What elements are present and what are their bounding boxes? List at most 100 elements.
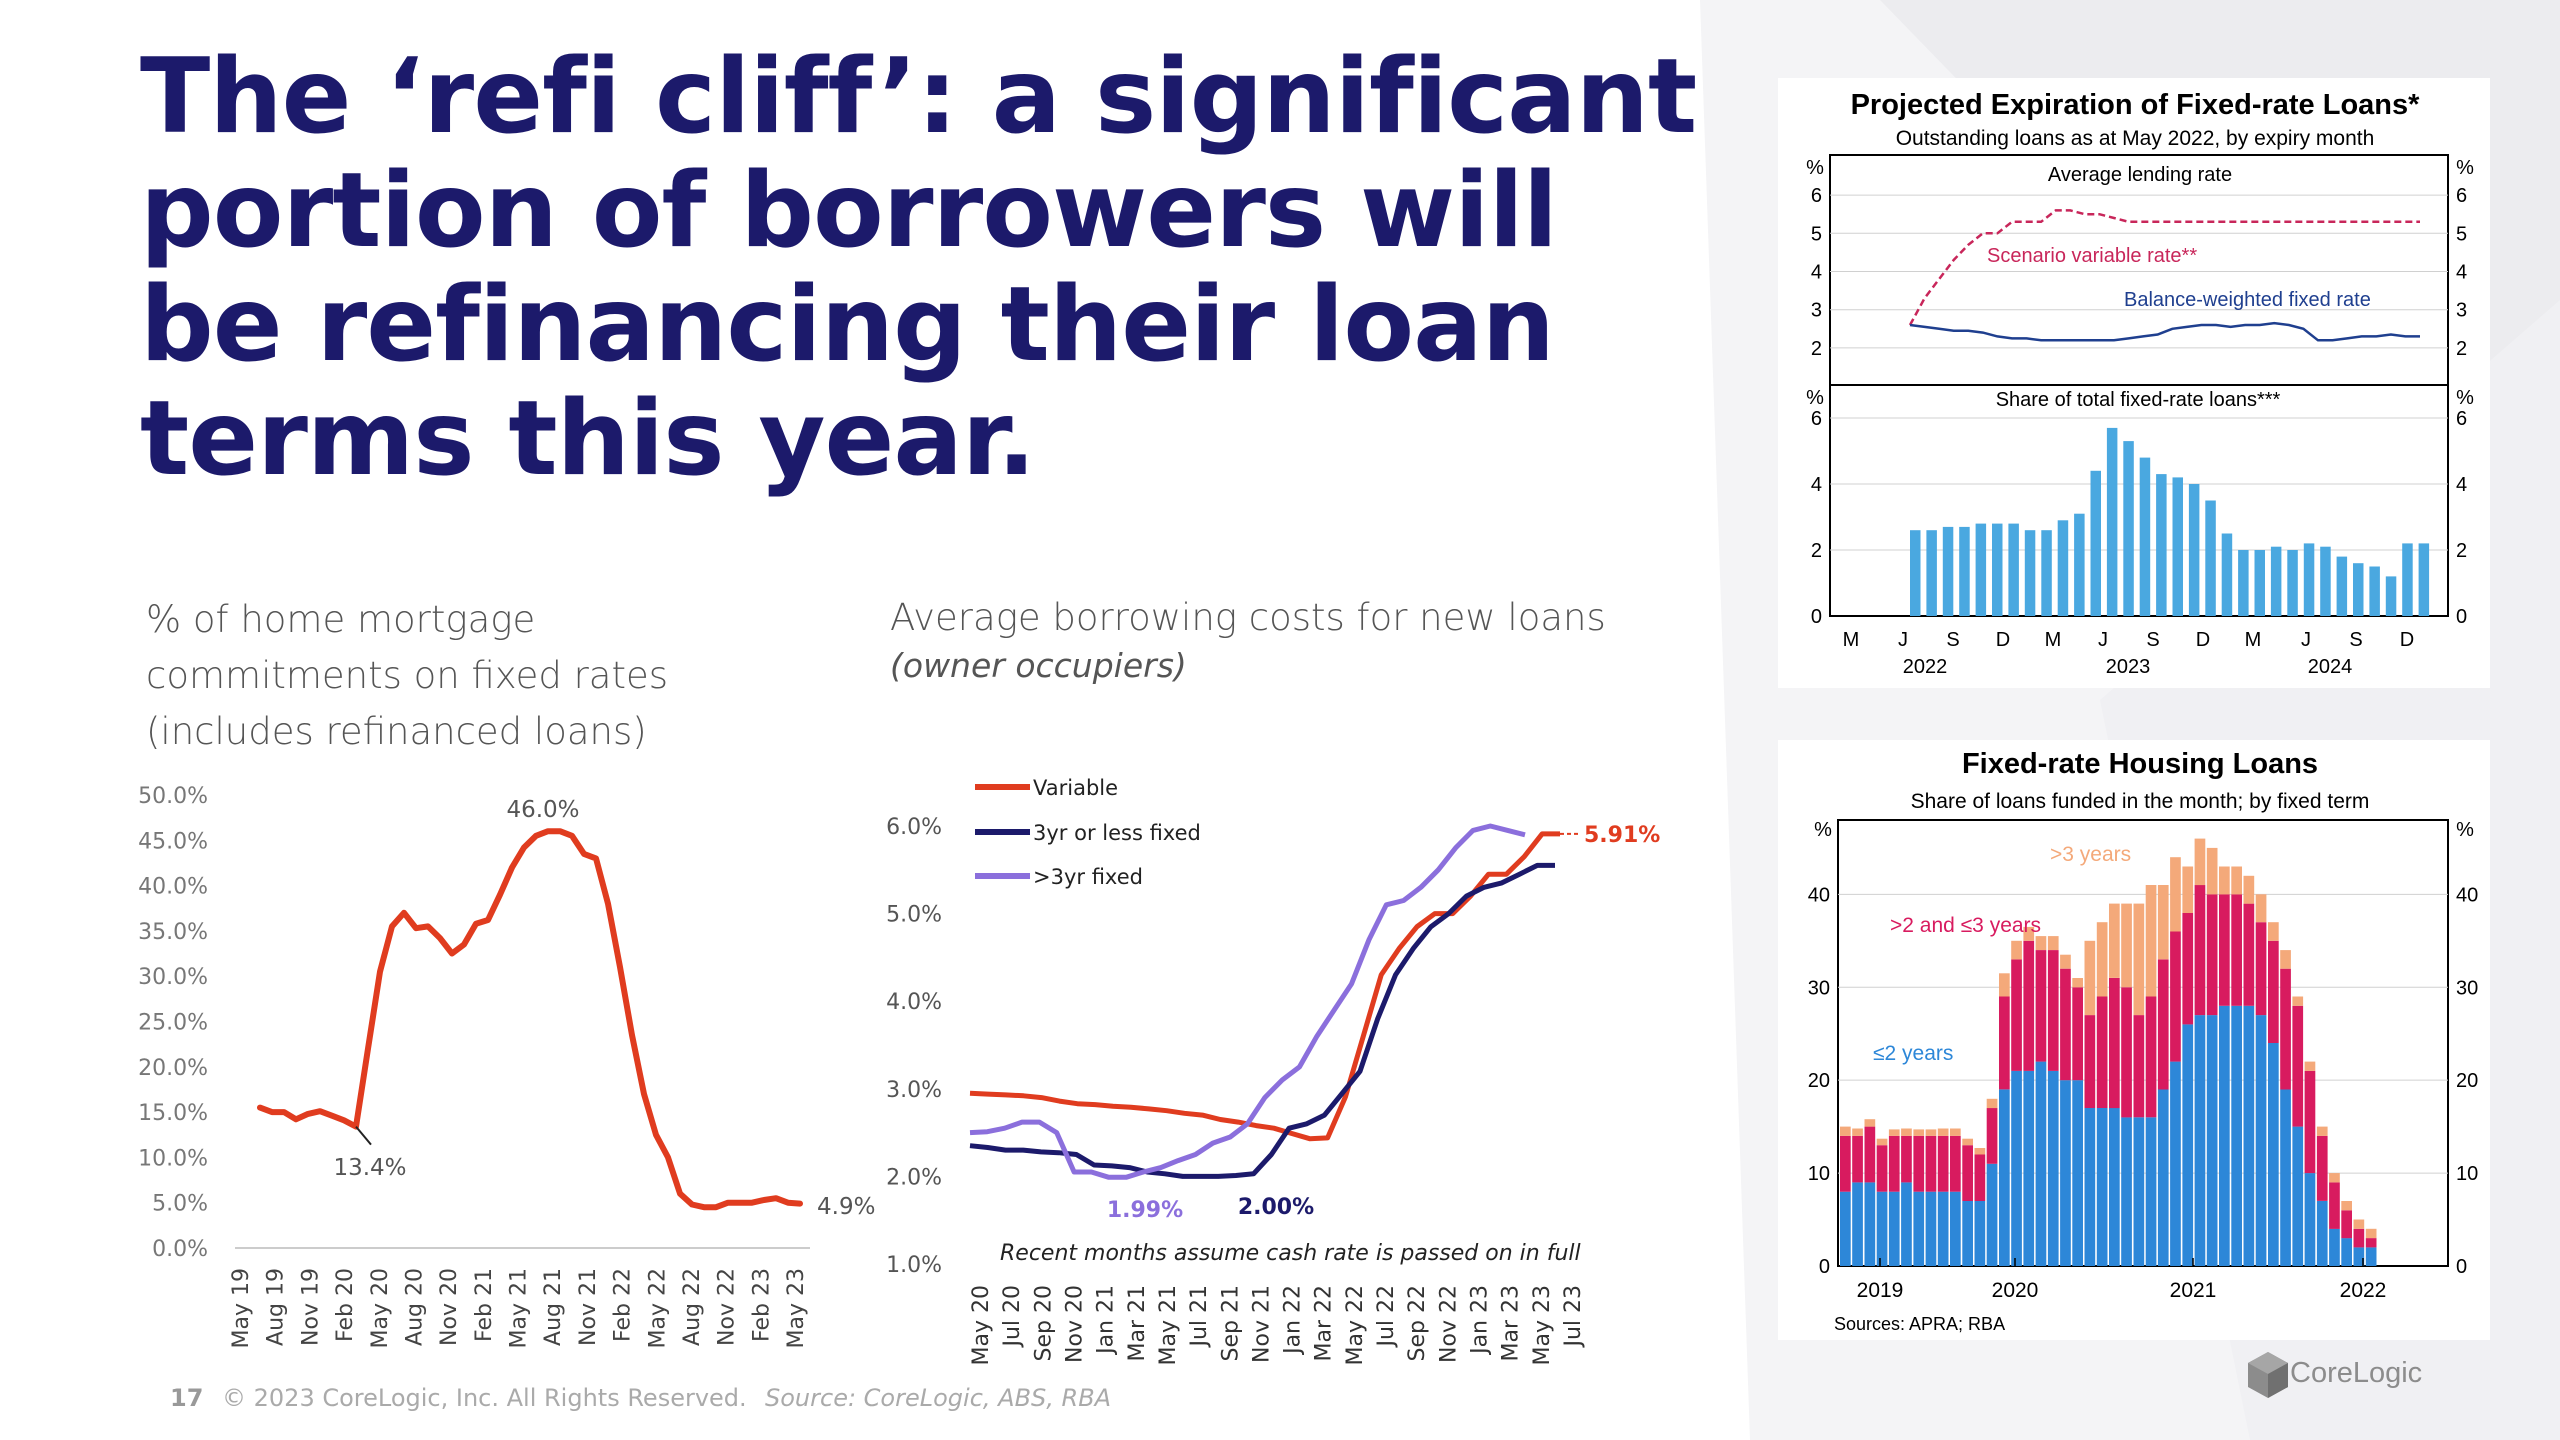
unit-label-left: %	[1814, 819, 1832, 841]
y-tick-label: 3.0%	[886, 1078, 942, 1103]
legend-label: >3yr fixed	[1033, 865, 1143, 889]
bar-segment-2	[2255, 894, 2267, 923]
y-tick-label-right: 5	[2456, 223, 2467, 245]
bar	[1992, 523, 2003, 616]
bar-segment-2	[2231, 866, 2242, 895]
bar-segment-0	[2047, 1070, 2059, 1266]
y-tick-label-right: 4	[2456, 474, 2467, 496]
bar-segment-1	[1999, 996, 2010, 1090]
bar	[2336, 556, 2348, 616]
bar-segment-0	[1888, 1191, 1900, 1266]
x-tick-label: May 21	[507, 1268, 532, 1348]
bar-segment-1	[2292, 1005, 2304, 1127]
x-tick-label: May 20	[969, 1285, 994, 1365]
x-tick-label: Jul 23	[1561, 1285, 1586, 1349]
bar	[1942, 526, 1954, 616]
bar	[2369, 566, 2380, 616]
bar-segment-1	[2329, 1182, 2340, 1229]
x-tick-label: J	[2098, 629, 2108, 651]
year-label: 2022	[1903, 656, 1948, 678]
bar-segment-0	[2365, 1247, 2377, 1266]
legend-label: 3yr or less fixed	[1033, 821, 1201, 845]
bar-segment-2	[2194, 838, 2206, 886]
x-tick-label: Aug 20	[402, 1268, 427, 1346]
bar-segment-0	[1925, 1191, 1937, 1266]
page-title: The ‘refi cliff’: a significant portion …	[140, 37, 1697, 499]
x-tick-label: D	[2400, 629, 2414, 651]
bar-segment-2	[2023, 926, 2035, 941]
bar-segment-1	[2206, 894, 2218, 1016]
y-tick-label-left: 4	[1811, 262, 1822, 284]
y-tick-label-left: 6	[1811, 408, 1822, 430]
bar	[2353, 563, 2364, 616]
x-tick-label: Jan 22	[1281, 1285, 1306, 1356]
bar-segment-2	[2304, 1061, 2316, 1071]
bar-segment-2	[2109, 903, 2120, 978]
footer-copyright: © 2023 CoreLogic, Inc. All Rights Reserv…	[222, 1384, 747, 1412]
bar-segment-2	[2329, 1173, 2340, 1183]
series-label: >2 and ≤3 years	[1890, 914, 2041, 937]
bar-segment-1	[1864, 1126, 1876, 1183]
bar-segment-0	[2035, 1061, 2047, 1266]
x-tick-label: Nov 19	[298, 1268, 323, 1346]
mid-chart-subtitle-block: Average borrowing costs for new loans (o…	[890, 590, 1690, 686]
bar-segment-0	[2231, 1005, 2242, 1266]
bar-segment-1	[2023, 940, 2035, 1071]
bar-segment-0	[1962, 1201, 1973, 1266]
bar-segment-0	[2268, 1043, 2279, 1266]
bar	[2254, 550, 2265, 616]
x-tick-label: Feb 21	[472, 1268, 497, 1342]
y-tick-label-left: 2	[1811, 338, 1822, 360]
chart-title: Projected Expiration of Fixed-rate Loans…	[1851, 89, 2421, 121]
x-tick-label: S	[1946, 629, 1959, 651]
bar-segment-0	[2133, 1117, 2145, 1266]
bar	[2024, 530, 2036, 616]
footer-source: Source: CoreLogic, ABS, RBA	[765, 1384, 1112, 1412]
bar-segment-2	[2170, 857, 2181, 932]
y-tick-label: 1.0%	[886, 1253, 942, 1278]
unit-label-right: %	[2456, 387, 2474, 409]
bar-segment-0	[2096, 1108, 2108, 1266]
x-tick-label: D	[2196, 629, 2210, 651]
x-tick-label: Sep 21	[1218, 1285, 1243, 1361]
x-tick-label: Sep 20	[1031, 1285, 1056, 1361]
series-label: Scenario variable rate**	[1987, 245, 2197, 267]
bar-segment-2	[2341, 1201, 2352, 1211]
y-tick-label: 40.0%	[138, 875, 208, 900]
bar	[1910, 530, 1921, 616]
bar-segment-0	[2060, 1080, 2071, 1266]
bar-segment-0	[1986, 1163, 1998, 1266]
x-tick-label: May 20	[368, 1268, 393, 1348]
bar	[2188, 484, 2200, 616]
bar-segment-2	[2353, 1219, 2365, 1229]
bar-segment-0	[1901, 1182, 1912, 1266]
low-long-fixed-label: 1.99%	[1107, 1198, 1183, 1223]
x-tick-label: S	[2146, 629, 2159, 651]
bar-segment-2	[2072, 978, 2083, 988]
bar-segment-1	[2243, 903, 2255, 1006]
bar-segment-1	[2133, 1015, 2145, 1118]
y-tick-label: 10.0%	[138, 1146, 208, 1171]
y-tick-label-left: 20	[1808, 1070, 1830, 1092]
bar	[2205, 500, 2216, 616]
bar-segment-0	[1950, 1191, 1961, 1266]
bar	[2402, 543, 2413, 616]
bar-segment-1	[2047, 950, 2059, 1071]
bar-segment-0	[2292, 1126, 2304, 1266]
x-tick-label: Nov 20	[437, 1268, 462, 1346]
panel-title: Share of total fixed-rate loans***	[1996, 389, 2281, 411]
bar	[2385, 576, 2397, 616]
y-tick-label-left: 4	[1811, 474, 1822, 496]
bar-segment-1	[1962, 1145, 1973, 1201]
bar-segment-0	[2182, 1024, 2194, 1266]
bar-segment-0	[2157, 1089, 2169, 1266]
year-label: 2023	[2106, 656, 2151, 678]
low-short-fixed-label: 2.00%	[1238, 1195, 1314, 1220]
bar-segment-1	[1925, 1135, 1937, 1192]
y-tick-label-left: 10	[1808, 1163, 1830, 1185]
bar-segment-1	[1888, 1135, 1900, 1192]
x-tick-label: Sep 22	[1405, 1285, 1430, 1361]
bar-segment-1	[2145, 996, 2157, 1118]
unit-label-left: %	[1806, 157, 1824, 179]
bar	[2238, 550, 2249, 616]
